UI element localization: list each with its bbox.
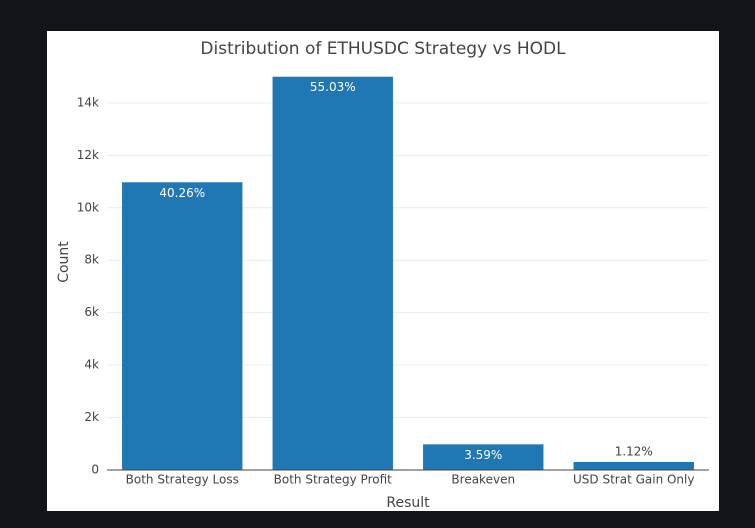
y-tick-label: 10k bbox=[77, 200, 99, 214]
x-tick-label: Both Strategy Loss bbox=[126, 473, 239, 487]
bar bbox=[122, 182, 243, 471]
y-tick-label: 6k bbox=[84, 305, 99, 319]
y-tick-label: 4k bbox=[84, 358, 99, 372]
y-tick-label: 14k bbox=[77, 95, 99, 109]
y-axis-title: Count bbox=[56, 241, 72, 283]
bar bbox=[423, 444, 544, 470]
x-axis-title: Result bbox=[386, 495, 430, 511]
y-tick-label: 2k bbox=[84, 410, 99, 424]
bar bbox=[573, 462, 694, 470]
bar bbox=[272, 76, 393, 471]
x-tick-label: Breakeven bbox=[451, 473, 515, 487]
bar-label: 1.12% bbox=[615, 445, 653, 459]
y-tick-label: 12k bbox=[77, 148, 99, 162]
x-tick-label: Both Strategy Profit bbox=[274, 473, 393, 487]
x-tick-label: USD Strat Gain Only bbox=[573, 473, 694, 487]
bar-label: 55.03% bbox=[310, 80, 356, 94]
bar-label: 40.26% bbox=[159, 186, 205, 200]
chart-title: Distribution of ETHUSDC Strategy vs HODL bbox=[200, 39, 566, 59]
bar-label: 3.59% bbox=[464, 448, 502, 462]
y-tick-label: 8k bbox=[84, 253, 99, 267]
y-tick-label: 0 bbox=[91, 463, 99, 477]
